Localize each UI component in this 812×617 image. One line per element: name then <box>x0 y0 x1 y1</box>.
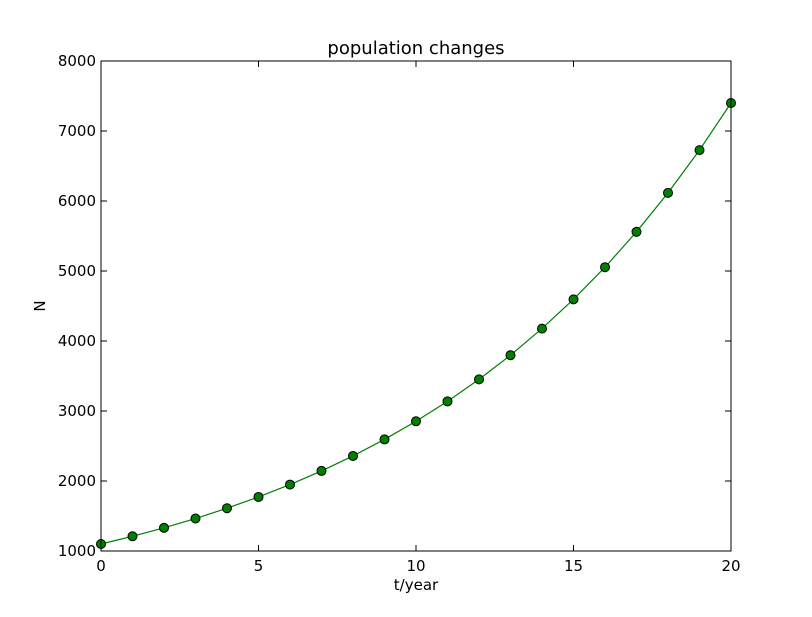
data-point <box>537 323 547 334</box>
data-point <box>694 145 705 156</box>
data-point <box>222 503 232 514</box>
data-point <box>190 513 201 524</box>
y-tick-label: 6000 <box>58 192 96 210</box>
x-tick-label: 20 <box>721 557 740 575</box>
data-point <box>442 396 453 407</box>
y-tick-label: 3000 <box>58 402 96 420</box>
data-point <box>348 450 358 461</box>
y-tick-label: 2000 <box>58 472 96 490</box>
y-axis-label: N <box>31 300 49 311</box>
data-point <box>253 491 264 502</box>
y-tick-label: 7000 <box>58 122 96 140</box>
chart-title: population changes <box>327 38 504 59</box>
x-tick-label: 5 <box>254 557 264 575</box>
data-point <box>411 416 421 427</box>
ticks-layer: 0 5 10 15 20 1000 2000 3000 4000 5000 6000 7000 8000 <box>58 52 741 575</box>
data-point <box>159 522 169 533</box>
x-tick-label: 10 <box>406 557 425 575</box>
data-point <box>505 350 516 361</box>
y-tick-label: 1000 <box>58 542 96 560</box>
y-tick-label: 5000 <box>58 262 96 280</box>
data-point <box>316 465 327 476</box>
data-point <box>285 479 295 490</box>
data-point <box>474 374 484 385</box>
x-tick-label: 0 <box>96 557 106 575</box>
data-point <box>600 262 610 273</box>
data-point <box>127 531 138 542</box>
y-tick-label: 8000 <box>58 52 96 70</box>
data-point <box>568 294 579 305</box>
x-tick-label: 15 <box>564 557 583 575</box>
plot-frame <box>100 60 732 552</box>
data-point <box>631 226 642 237</box>
data-point <box>663 187 673 198</box>
x-axis-label: t/year <box>394 576 439 594</box>
series-layer <box>96 98 736 549</box>
data-point <box>379 434 390 445</box>
y-tick-label: 4000 <box>58 332 96 350</box>
